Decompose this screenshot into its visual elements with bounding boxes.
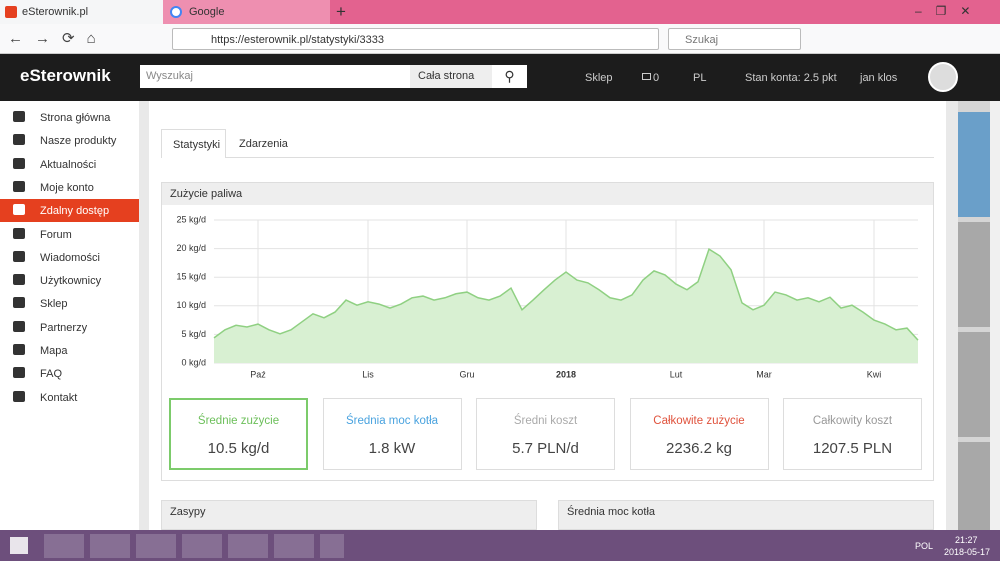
- taskbar: [0, 530, 1000, 561]
- stat-label: Średni koszt: [513, 415, 578, 427]
- tab[interactable]: eSterownik.pl: [0, 0, 163, 24]
- panel-title: Zasypy: [161, 500, 537, 530]
- menu-icon: [13, 367, 25, 379]
- messages[interactable]: 0: [653, 72, 660, 84]
- favicon: [170, 6, 182, 18]
- panel-title: Zużycie paliwa: [162, 183, 933, 205]
- stat-value: 5.7 PLN/d: [512, 440, 579, 457]
- y-tick-label: 0 kg/d: [181, 357, 206, 367]
- x-tick-label: Gru: [459, 369, 474, 379]
- stat-card: [476, 398, 615, 470]
- start-button[interactable]: [10, 537, 28, 554]
- search-bar[interactable]: Szukaj: [668, 28, 801, 50]
- menu-icon: [13, 227, 25, 239]
- chart-panel: [161, 182, 934, 481]
- y-tick-label: 15 kg/d: [176, 272, 206, 282]
- window-controls[interactable]: –❐✕: [915, 4, 985, 18]
- y-tick-label: 25 kg/d: [176, 214, 206, 224]
- menu-item[interactable]: Mapa: [40, 345, 68, 357]
- menu-item[interactable]: Aktualności: [40, 158, 97, 171]
- scope-select[interactable]: Cała strona: [410, 65, 492, 88]
- favicon: [5, 6, 17, 18]
- menu-item[interactable]: Wiadomości: [40, 251, 100, 264]
- menu-item[interactable]: Partnerzy: [40, 321, 88, 334]
- line: [213, 248, 919, 341]
- menu-icon: [13, 204, 25, 216]
- tab-line: [226, 157, 934, 158]
- stat-value: 1.8 kW: [368, 440, 416, 457]
- stat-card: [783, 398, 922, 470]
- menu-icon: [13, 111, 25, 122]
- nav-buttons[interactable]: ←→⟳⌂: [8, 30, 108, 47]
- taskbar-apps[interactable]: [44, 534, 344, 558]
- tab[interactable]: Zdarzenia: [239, 138, 288, 150]
- stat-card: [629, 398, 769, 470]
- stat-label: Średnie zużycie: [197, 415, 280, 427]
- menu-icon: [13, 390, 25, 402]
- lang[interactable]: PL: [693, 72, 707, 84]
- x-tick-label: Paź: [250, 369, 266, 379]
- balance: Stan konta: 2.5 pkt: [745, 72, 837, 84]
- rail-button[interactable]: [958, 332, 990, 437]
- url-bar[interactable]: https://esterownik.pl/statystyki/3333: [172, 28, 659, 50]
- menu-icon: [13, 250, 25, 262]
- stat-value: 2236.2 kg: [666, 440, 732, 457]
- menu-icon: [13, 274, 25, 286]
- stat-value: 1207.5 PLN: [812, 440, 893, 457]
- sidebar: [0, 101, 139, 530]
- rail-button[interactable]: [958, 222, 990, 327]
- x-tick-label: 2018: [556, 369, 576, 379]
- x-tick-label: Lut: [670, 369, 683, 379]
- menu-item[interactable]: Nasze produkty: [40, 135, 117, 148]
- lang: POL: [915, 541, 934, 551]
- menu-icon: [13, 320, 25, 332]
- menu-item[interactable]: FAQ: [40, 368, 63, 381]
- stat-label: Średnia moc kotła: [345, 415, 439, 427]
- search-button[interactable]: ⚲: [492, 65, 527, 88]
- y-tick-label: 5 kg/d: [181, 329, 206, 339]
- menu-icon: [13, 134, 25, 146]
- active-item-bg: [0, 199, 139, 223]
- menu-icon: [13, 180, 25, 192]
- x-tick-label: Mar: [756, 369, 772, 379]
- menu-icon: [13, 157, 25, 169]
- stat-value: 10.5 kg/d: [207, 440, 270, 457]
- menu-icon: [13, 344, 25, 355]
- menu-item[interactable]: Użytkownicy: [40, 275, 102, 288]
- new-tab[interactable]: +: [336, 2, 346, 21]
- menu-item[interactable]: Kontakt: [40, 391, 78, 404]
- y-tick-label: 10 kg/d: [176, 300, 206, 310]
- logo[interactable]: eSterownik: [20, 66, 111, 85]
- scrollbar[interactable]: [990, 101, 1000, 530]
- site-search[interactable]: Wyszukaj: [140, 65, 410, 88]
- menu-item[interactable]: Sklep: [40, 298, 68, 311]
- y-tick-label: 20 kg/d: [176, 243, 206, 253]
- clock: 21:27: [955, 535, 978, 545]
- rail-button[interactable]: [958, 442, 990, 530]
- stat-label: Całkowite zużycie: [653, 415, 745, 427]
- x-tick-label: Lis: [362, 369, 374, 379]
- tab[interactable]: Statystyki: [161, 129, 226, 158]
- menu-item[interactable]: Strona główna: [40, 112, 111, 124]
- menu-item[interactable]: Moje konto: [40, 181, 94, 194]
- mail-icon: [642, 73, 651, 80]
- date: 2018-05-17: [944, 547, 991, 557]
- area: [214, 249, 918, 363]
- avatar[interactable]: [928, 62, 958, 92]
- rail-button[interactable]: [958, 112, 990, 217]
- menu-item[interactable]: Zdalny dostęp: [40, 205, 110, 218]
- menu-item[interactable]: Forum: [40, 228, 72, 241]
- tab[interactable]: Google: [163, 0, 330, 24]
- stat-card: [169, 398, 308, 470]
- x-tick-label: Kwi: [867, 369, 882, 379]
- nav-link[interactable]: Sklep: [585, 72, 613, 84]
- stat-card: [322, 398, 462, 470]
- stat-label: Całkowity koszt: [812, 415, 893, 427]
- menu-icon: [13, 297, 25, 309]
- panel-title: Średnia moc kotła: [558, 500, 934, 530]
- user[interactable]: jan klos: [860, 72, 898, 84]
